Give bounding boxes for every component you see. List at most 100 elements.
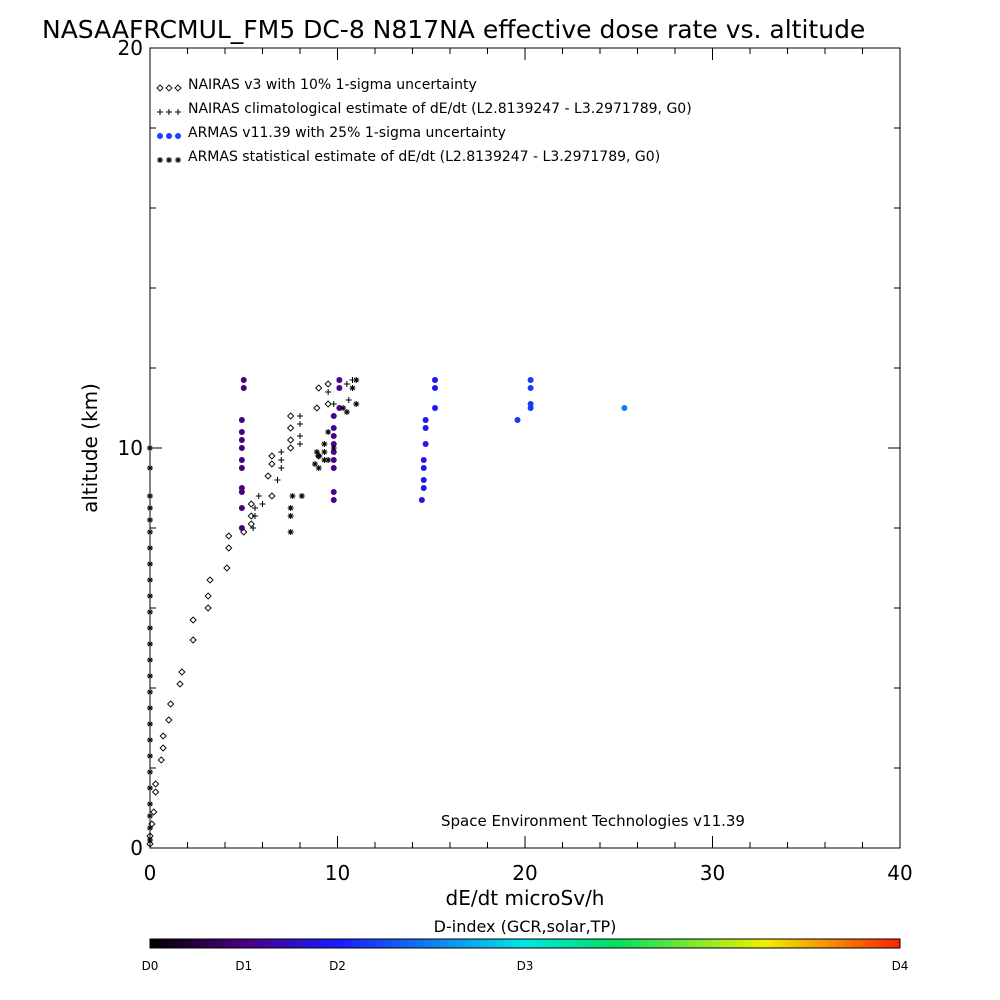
circle-point [238, 485, 245, 491]
circle-point [336, 377, 343, 383]
colorbar-label: D3 [517, 959, 534, 973]
asterisk-point [147, 493, 153, 499]
circle-point [330, 497, 337, 503]
diamond-point [178, 668, 186, 676]
colorbar [149, 938, 901, 949]
plus-point [278, 449, 285, 455]
asterisk-point [147, 561, 153, 567]
diamond-point [286, 424, 295, 432]
asterisk-point [147, 801, 153, 807]
asterisk-point [325, 457, 332, 463]
asterisk-point [147, 825, 153, 831]
asterisk-point [340, 405, 347, 411]
diamond-point [286, 444, 295, 452]
plot-frame [149, 47, 901, 849]
asterisk-point [287, 513, 294, 519]
circle-point [330, 457, 337, 463]
y-tick-label: 20 [118, 36, 143, 60]
axis-ticks [149, 47, 901, 849]
legend-symbol [156, 84, 164, 92]
asterisk-point [147, 721, 153, 727]
circle-point [527, 401, 534, 407]
asterisk-point [147, 813, 153, 819]
diamond-point [286, 412, 295, 420]
circle-point [238, 429, 245, 435]
chart-title: NASAAFRCMUL_FM5 DC-8 N817NA effective do… [42, 15, 865, 44]
asterisk-point [147, 625, 153, 631]
legend-symbol [157, 133, 163, 139]
diamond-point [225, 532, 233, 540]
plus-point [259, 501, 266, 507]
colorbar-label: D0 [142, 959, 159, 973]
diamond-point [204, 604, 212, 612]
asterisk-point [147, 737, 153, 743]
plus-point [252, 513, 258, 519]
asterisk-point [325, 429, 332, 435]
diamond-point [151, 780, 160, 788]
asterisk-point [349, 385, 356, 391]
diamond-point [159, 744, 167, 752]
asterisk-point [313, 449, 320, 455]
diamond-point [268, 452, 276, 460]
circle-point [420, 485, 427, 491]
x-tick-label: 40 [887, 861, 912, 885]
circle-point [527, 385, 534, 391]
asterisk-point [315, 453, 322, 459]
legend-symbol [157, 157, 163, 163]
diamond-point [165, 716, 173, 724]
asterisk-point [147, 445, 153, 451]
diamond-point [264, 472, 272, 480]
colorbar-title: D-index (GCR,solar,TP) [434, 917, 617, 936]
diamond-point [268, 460, 276, 468]
asterisk-point [147, 593, 153, 599]
diamond-point [324, 400, 332, 408]
asterisk-point [289, 493, 296, 499]
circle-point [432, 377, 438, 383]
diamond-point [148, 820, 156, 828]
asterisk-point [147, 769, 153, 775]
plus-point [252, 505, 258, 511]
circle-point [336, 405, 343, 411]
plus-point [330, 401, 337, 407]
legend: NAIRAS v3 with 10% 1-sigma uncertainty NA… [156, 77, 692, 165]
asterisk-point [147, 657, 153, 663]
circle-point [238, 437, 245, 443]
x-tick-label: 20 [512, 861, 537, 885]
diamond-point [286, 436, 295, 444]
legend-symbol [175, 133, 181, 139]
legend-label: NAIRAS v3 with 10% 1-sigma uncertainty [188, 77, 477, 93]
diamond-point [247, 512, 255, 520]
asterisk-point [321, 441, 328, 447]
y-tick-label: 0 [130, 836, 143, 860]
plus-point [278, 465, 285, 471]
plus-point [274, 477, 281, 483]
circle-point [330, 465, 337, 471]
asterisk-point [330, 445, 337, 451]
circle-point [422, 425, 429, 431]
circle-point [330, 433, 337, 439]
circle-point [422, 417, 429, 423]
asterisk-point [315, 465, 322, 471]
diamond-point [176, 680, 184, 688]
diamond-point [157, 756, 165, 764]
tick-labels: 0 10 20 30 40 0 10 20 [118, 36, 913, 885]
legend-symbol [157, 109, 163, 115]
asterisk-point [147, 785, 153, 791]
circle-point [420, 465, 427, 471]
plus-point [325, 389, 332, 395]
asterisk-point [353, 401, 360, 407]
asterisk-point [147, 753, 153, 759]
circle-point [240, 385, 247, 391]
legend-symbol [166, 133, 172, 139]
asterisk-point [147, 577, 153, 583]
legend-symbol [166, 109, 172, 115]
x-axis-label: dE/dt microSv/h [446, 886, 605, 910]
asterisk-point [147, 609, 153, 615]
colorbar-labels: D0 D1 D2 D3 D4 [142, 959, 909, 973]
plus-point [345, 397, 352, 403]
y-axis-label: altitude (km) [78, 383, 102, 513]
diamond-point [159, 732, 167, 740]
diamond-point [240, 528, 248, 536]
x-tick-label: 10 [325, 861, 350, 885]
